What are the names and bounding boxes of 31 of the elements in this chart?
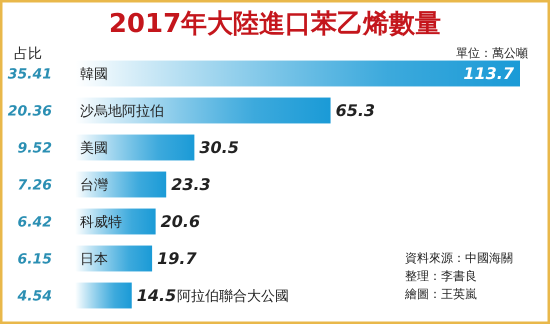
annotation: 繪圖：王英嵐 — [404, 287, 477, 301]
bar — [75, 282, 132, 308]
data-label: 23.3 — [171, 175, 211, 194]
y-tick-label: 科威特 — [80, 214, 122, 230]
data-label: 19.7 — [157, 249, 198, 268]
text: 9.52 — [17, 140, 52, 156]
text: 35.41 — [8, 66, 52, 82]
y-tick-label: 阿拉伯聯合大公國 — [177, 288, 290, 304]
annotation: 資料來源：中國海關 — [405, 251, 513, 265]
chart-title: 2017年大陸進口苯乙烯數量 — [108, 9, 442, 39]
annotation: 整理：李書良 — [405, 269, 477, 283]
bar — [75, 246, 152, 272]
text: 6.15 — [17, 251, 52, 268]
bar — [75, 172, 166, 198]
y-tick-label: 台灣 — [80, 177, 108, 194]
y-tick-label: 美國 — [80, 140, 108, 156]
data-label: 113.7 — [463, 64, 515, 84]
y-tick-label: 韓國 — [80, 66, 108, 82]
text: 4.54 — [16, 288, 52, 304]
data-label: 30.5 — [199, 138, 239, 158]
data-label: 65.3 — [336, 101, 376, 120]
data-label: 20.6 — [160, 212, 200, 232]
y-tick-label: 沙烏地阿拉伯 — [80, 103, 164, 120]
bar — [75, 134, 194, 160]
text: 占比 — [14, 46, 42, 62]
data-label: 14.5 — [136, 286, 176, 306]
text: 20.36 — [8, 103, 52, 120]
text: 6.42 — [17, 214, 52, 230]
text: 7.26 — [17, 177, 52, 194]
y-tick-label: 日本 — [80, 251, 108, 268]
annotation: 單位：萬公噸 — [456, 46, 528, 60]
